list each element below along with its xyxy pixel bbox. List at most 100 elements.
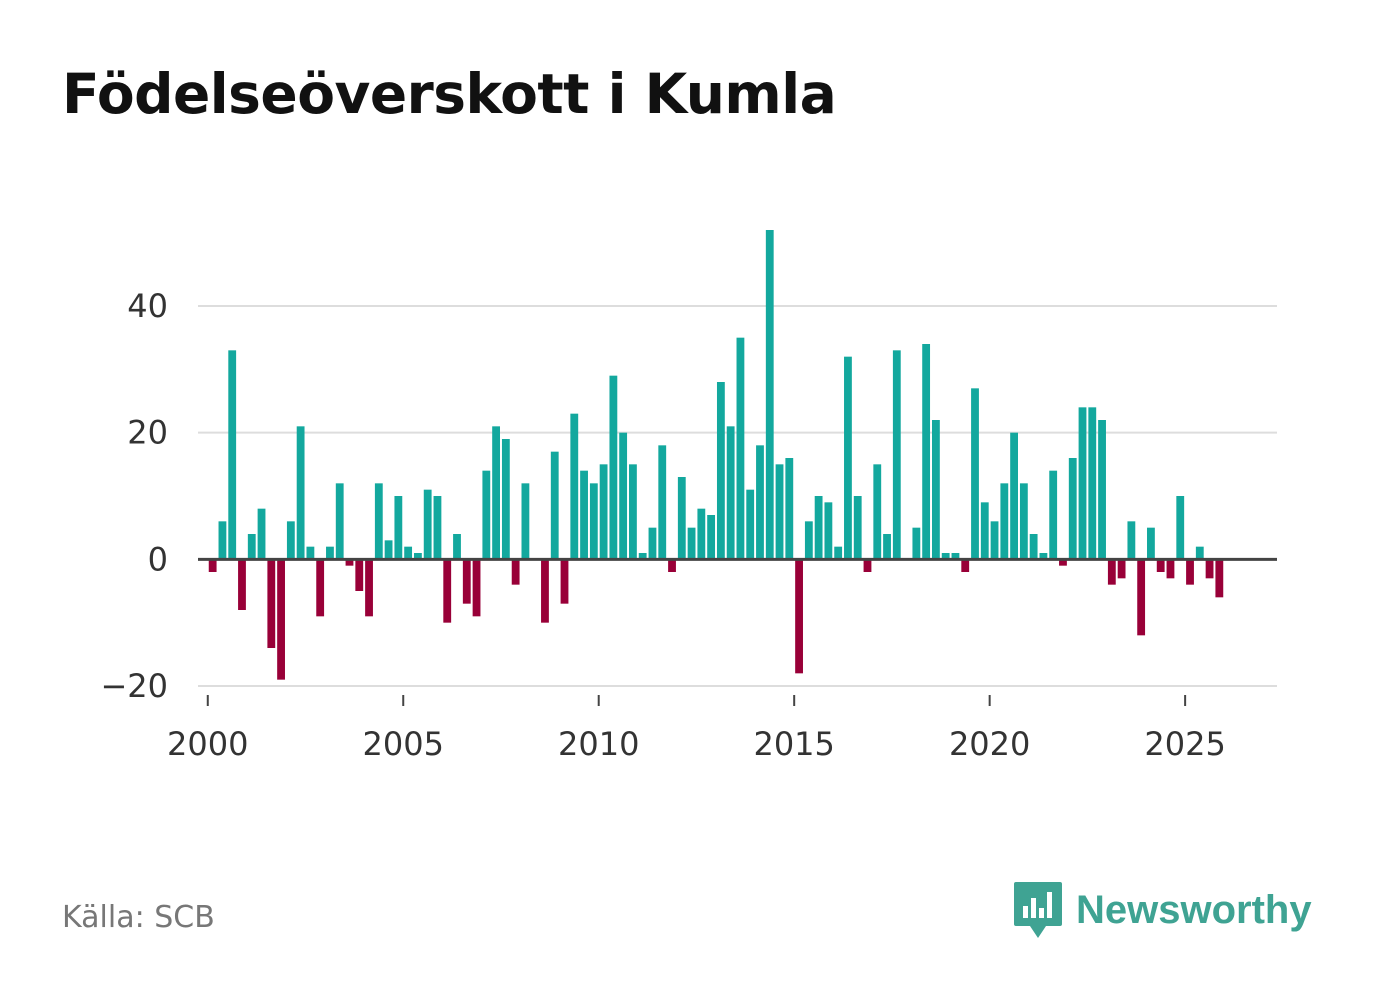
bar <box>677 477 686 560</box>
bar <box>296 426 305 560</box>
bar <box>355 559 364 591</box>
bar <box>443 559 452 623</box>
bar <box>384 540 393 560</box>
bar <box>1205 559 1214 579</box>
bar <box>609 375 618 560</box>
bar <box>736 337 745 560</box>
bar <box>697 508 706 560</box>
bar <box>404 546 413 560</box>
x-tick-label: 2025 <box>1144 725 1225 763</box>
chart-title: Födelseöverskott i Kumla <box>62 62 837 126</box>
bar <box>834 546 843 560</box>
bar <box>707 515 716 560</box>
bar <box>238 559 246 610</box>
bar <box>218 521 227 560</box>
x-tick-label: 2010 <box>558 725 639 763</box>
y-axis-ticks: −20 0 20 40 <box>100 287 168 705</box>
bar <box>228 350 237 560</box>
bar <box>922 344 931 560</box>
newsworthy-logo: Newsworthy <box>1012 878 1312 942</box>
y-tick-label: 20 <box>127 414 168 452</box>
bar <box>1117 559 1126 579</box>
bar <box>892 350 901 560</box>
x-tick-label: 2000 <box>167 725 248 763</box>
newsworthy-logo-icon <box>1014 882 1062 938</box>
bar <box>824 502 833 560</box>
bar <box>501 439 510 560</box>
bar <box>1107 559 1116 585</box>
bar <box>521 483 530 560</box>
bar <box>335 483 344 560</box>
bar <box>433 496 442 560</box>
x-tick-label: 2005 <box>363 725 444 763</box>
bar <box>472 559 481 617</box>
bar <box>726 426 735 560</box>
bar <box>951 553 960 560</box>
bar <box>853 496 862 560</box>
bar <box>1049 470 1058 560</box>
bar <box>208 559 217 572</box>
bar <box>746 489 755 560</box>
x-tick-label: 2020 <box>949 725 1030 763</box>
bar <box>394 496 403 560</box>
bar <box>804 521 813 560</box>
bar <box>374 483 383 560</box>
bar <box>1088 407 1097 560</box>
bar <box>814 496 823 560</box>
bar <box>1000 483 1009 560</box>
bar <box>247 534 256 560</box>
bar <box>550 451 559 560</box>
bar <box>453 534 461 560</box>
bar <box>1137 559 1146 636</box>
bar <box>1127 521 1136 560</box>
y-tick-label: 40 <box>127 287 168 325</box>
bar <box>1010 432 1019 560</box>
bar <box>1039 553 1048 560</box>
y-tick-label: −20 <box>100 667 168 705</box>
bar <box>1176 496 1185 560</box>
bar <box>1019 483 1028 560</box>
bar <box>560 559 569 604</box>
bar <box>990 521 999 560</box>
bar <box>599 464 608 560</box>
bar <box>286 521 295 560</box>
bar <box>980 502 989 560</box>
logo-text: Newsworthy <box>1076 887 1312 932</box>
bar <box>1215 559 1224 598</box>
bar <box>589 483 598 560</box>
bar <box>785 458 794 560</box>
bar <box>775 464 784 560</box>
bar <box>423 489 432 560</box>
bar <box>648 527 657 560</box>
bar <box>941 553 950 560</box>
bar <box>961 559 970 572</box>
bar <box>1186 559 1194 585</box>
bar <box>492 426 501 560</box>
y-tick-label: 0 <box>148 540 168 578</box>
bar <box>1078 407 1087 560</box>
bar <box>1068 458 1077 560</box>
bar <box>765 230 774 560</box>
bar <box>629 464 637 560</box>
bar <box>570 413 579 560</box>
bar <box>1156 559 1165 572</box>
bar <box>1195 546 1204 560</box>
bar <box>716 382 725 560</box>
x-axis-ticks: 2000 2005 2010 2015 2020 2025 <box>167 695 1226 763</box>
bar <box>580 470 588 560</box>
bar <box>306 546 315 560</box>
bar <box>267 559 276 648</box>
bar <box>1147 527 1155 560</box>
bar <box>413 553 422 560</box>
bar <box>971 388 979 560</box>
bar <box>511 559 520 585</box>
bar <box>365 559 373 617</box>
bar <box>863 559 872 572</box>
bar <box>619 432 628 560</box>
bar <box>345 559 354 566</box>
source-label: Källa: SCB <box>62 900 215 935</box>
bar <box>844 356 852 560</box>
bar <box>1059 559 1067 566</box>
bar <box>883 534 891 560</box>
